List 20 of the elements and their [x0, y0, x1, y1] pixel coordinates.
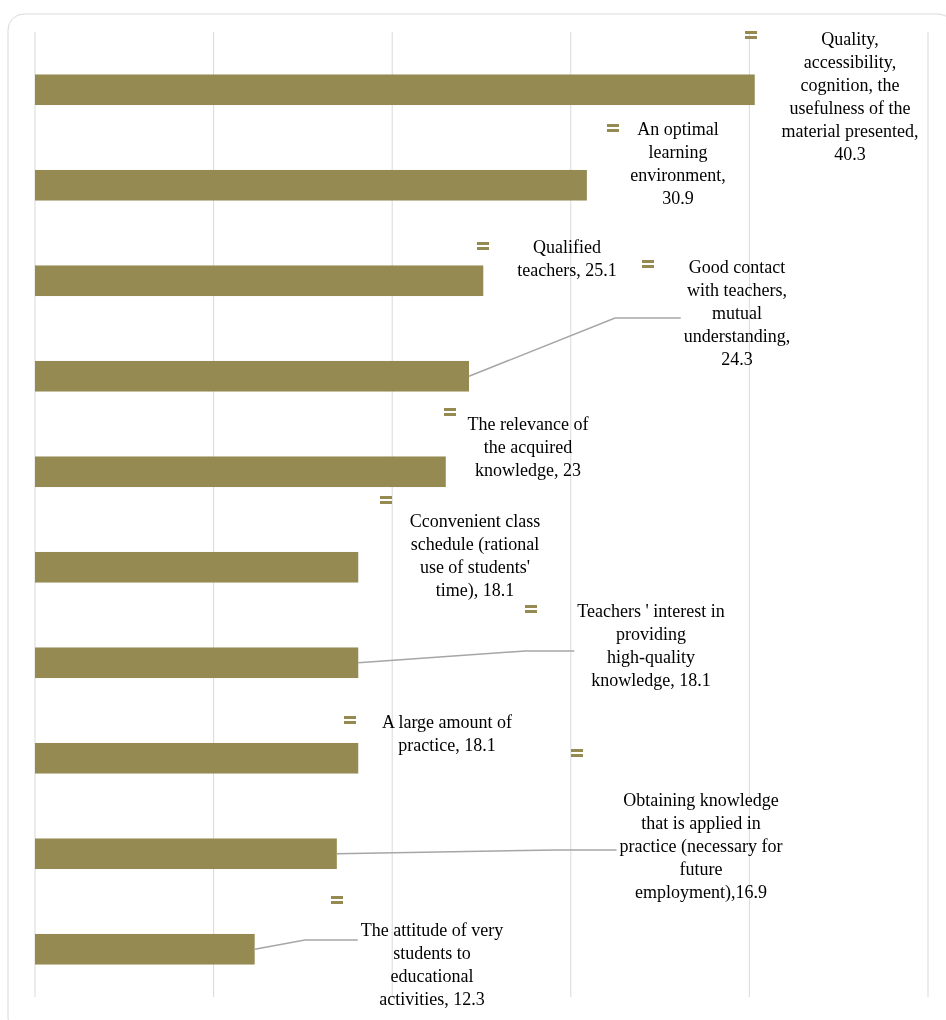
data-label: The relevance of the acquired knowledge, 23: [467, 414, 589, 480]
bar: [35, 360, 469, 392]
data-label: Teachers ' interest in providing high-quality knowledge, 18.1: [577, 601, 725, 690]
data-label: The attitude of very students to educational activities, 12.3: [360, 920, 504, 1009]
bar: [35, 551, 359, 583]
data-label: Good contact with teachers, mutual understanding, 24.3: [683, 257, 791, 369]
bar: [35, 265, 484, 297]
data-label: Obtaining knowledge that is applied in practice (necessary for future employment),16.9: [619, 790, 783, 903]
bar: [35, 456, 446, 488]
bar: [35, 742, 359, 774]
bar: [35, 647, 359, 679]
bar: [35, 169, 587, 201]
data-label: Qualified teachers, 25.1: [517, 237, 617, 280]
bar: [35, 74, 755, 106]
bar: [35, 838, 337, 870]
data-label: A large amount of practice, 18.1: [381, 712, 513, 755]
bar: [35, 933, 255, 965]
data-label: Cconvenient class schedule (rational use of students' time), 18.1: [409, 511, 541, 601]
data-label: Quality, accessibility, cognition, the usefulness of the material presented, 40.3: [781, 29, 919, 164]
data-label: An optimal learning environment, 30.9: [630, 119, 726, 208]
